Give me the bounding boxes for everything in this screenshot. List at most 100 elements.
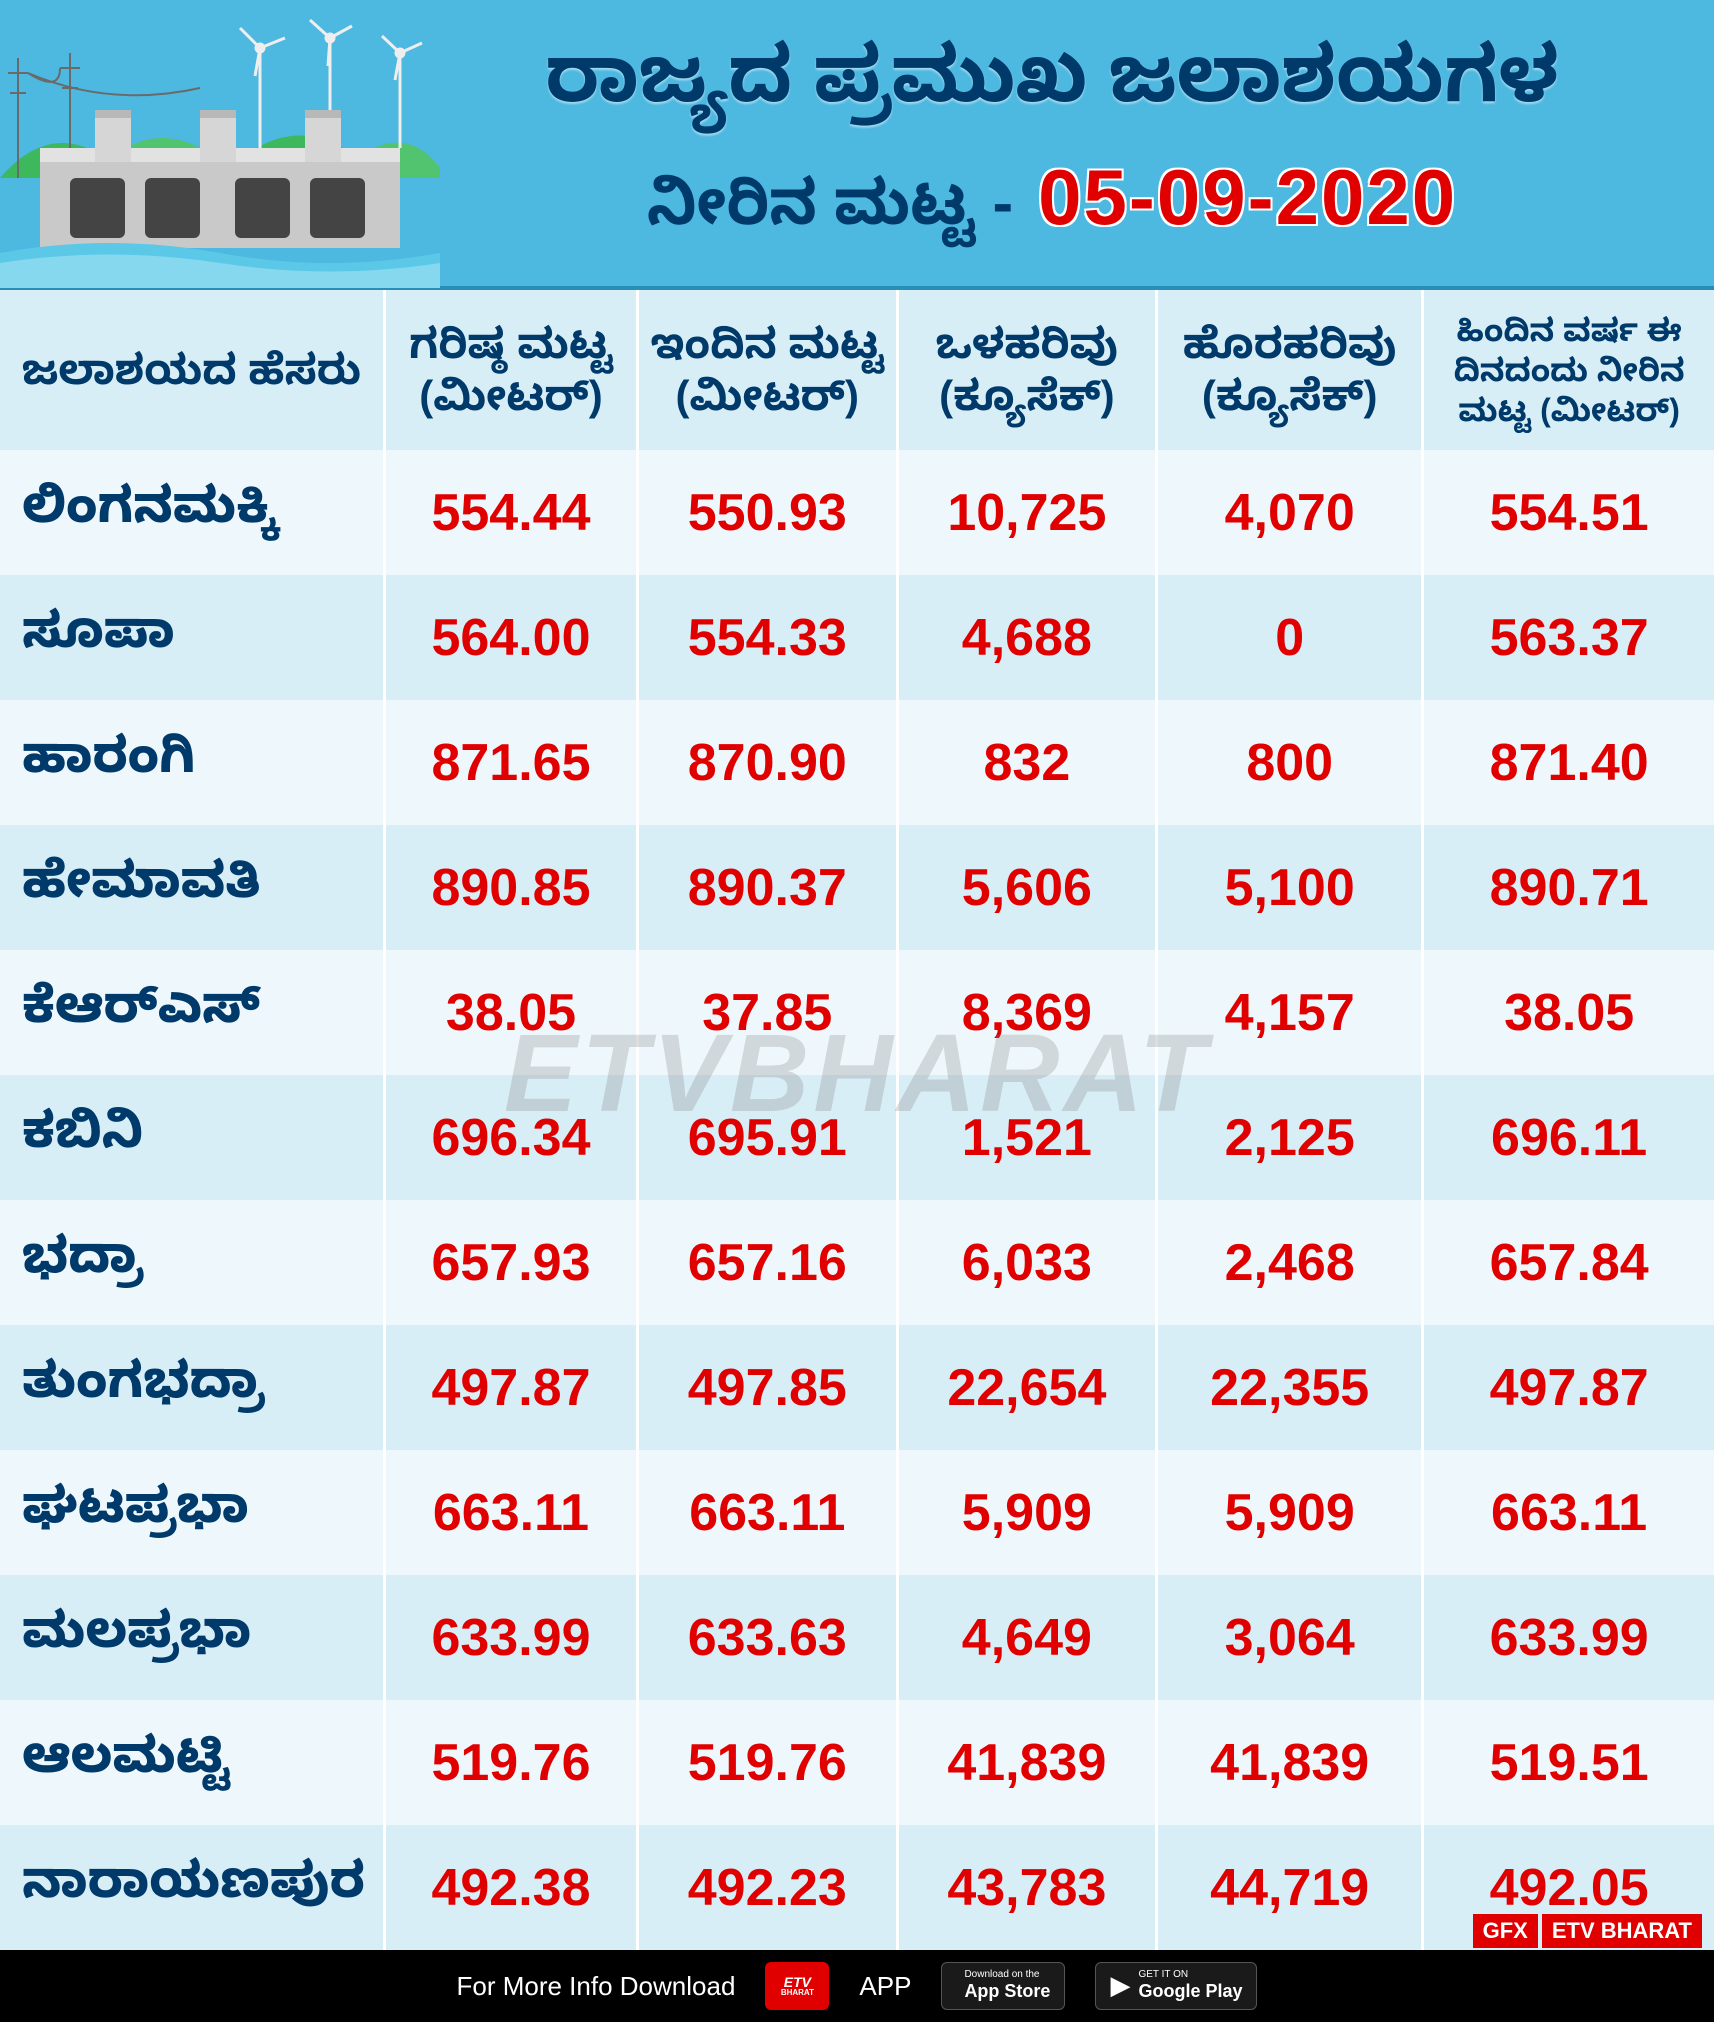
cell-name: ಆಲಮಟ್ಟಿ [0, 1700, 385, 1825]
cell-outflow: 4,157 [1157, 950, 1423, 1075]
table-row: ನಾರಾಯಣಪುರ492.38492.2343,78344,719492.05 [0, 1825, 1714, 1950]
table-header-row: ಜಲಾಶಯದ ಹೆಸರು ಗರಿಷ್ಠ ಮಟ್ಟ (ಮೀಟರ್) ಇಂದಿನ ಮ… [0, 290, 1714, 450]
col-header-outflow: ಹೊರಹರಿವು (ಕ್ಯೂಸೆಕ್) [1157, 290, 1423, 450]
cell-inflow: 832 [897, 700, 1156, 825]
cell-name: ಹೇಮಾವತಿ [0, 825, 385, 950]
col-header-lastyear: ಹಿಂದಿನ ವರ್ಷ ಈ ದಿನದಂದು ನೀರಿನ ಮಟ್ಟ (ಮೀಟರ್) [1423, 290, 1714, 450]
cell-today: 870.90 [637, 700, 897, 825]
cell-lastyear: 497.87 [1423, 1325, 1714, 1450]
cell-max: 564.00 [385, 575, 638, 700]
cell-today: 497.85 [637, 1325, 897, 1450]
cell-max: 871.65 [385, 700, 638, 825]
col-header-inflow: ಒಳಹರಿವು (ಕ್ಯೂಸೆಕ್) [897, 290, 1156, 450]
header-text-block: ರಾಜ್ಯದ ಪ್ರಮುಖ ಜಲಾಶಯಗಳ ನೀರಿನ ಮಟ್ಟ - 05-09… [440, 29, 1714, 258]
cell-inflow: 4,649 [897, 1575, 1156, 1700]
cell-lastyear: 633.99 [1423, 1575, 1714, 1700]
cell-max: 38.05 [385, 950, 638, 1075]
table-row: ಆಲಮಟ್ಟಿ519.76519.7641,83941,839519.51 [0, 1700, 1714, 1825]
appstore-top: Download on the [964, 1969, 1050, 1981]
cell-lastyear: 890.71 [1423, 825, 1714, 950]
infographic-container: ರಾಜ್ಯದ ಪ್ರಮುಖ ಜಲಾಶಯಗಳ ನೀರಿನ ಮಟ್ಟ - 05-09… [0, 0, 1714, 2022]
cell-today: 695.91 [637, 1075, 897, 1200]
dam-svg [0, 0, 440, 288]
table-body: ಲಿಂಗನಮಕ್ಕಿ554.44550.9310,7254,070554.51ಸ… [0, 450, 1714, 1950]
cell-today: 37.85 [637, 950, 897, 1075]
table-wrap: ETVBHARAT ಜಲಾಶಯದ ಹೆಸರು ಗರಿಷ್ಠ ಮಟ್ಟ (ಮೀಟರ… [0, 290, 1714, 1950]
cell-max: 663.11 [385, 1450, 638, 1575]
cell-name: ಮಲಪ್ರಭಾ [0, 1575, 385, 1700]
col-header-today: ಇಂದಿನ ಮಟ್ಟ (ಮೀಟರ್) [637, 290, 897, 450]
cell-name: ಭದ್ರಾ [0, 1200, 385, 1325]
cell-lastyear: 563.37 [1423, 575, 1714, 700]
brand-label: ETV BHARAT [1542, 1914, 1702, 1948]
cell-inflow: 41,839 [897, 1700, 1156, 1825]
cell-name: ಕೆಆರ್‌ಎಸ್ [0, 950, 385, 1075]
cell-inflow: 5,606 [897, 825, 1156, 950]
cell-outflow: 0 [1157, 575, 1423, 700]
cell-lastyear: 696.11 [1423, 1075, 1714, 1200]
table-row: ಘಟಪ್ರಭಾ663.11663.115,9095,909663.11 [0, 1450, 1714, 1575]
app-logo-bottom: BHARAT [781, 1989, 814, 1997]
cell-outflow: 5,909 [1157, 1450, 1423, 1575]
cell-max: 890.85 [385, 825, 638, 950]
cell-today: 550.93 [637, 450, 897, 575]
cell-outflow: 41,839 [1157, 1700, 1423, 1825]
cell-inflow: 4,688 [897, 575, 1156, 700]
table-row: ತುಂಗಭದ್ರಾ497.87497.8522,65422,355497.87 [0, 1325, 1714, 1450]
table-row: ಕಬಿನಿ696.34695.911,5212,125696.11 [0, 1075, 1714, 1200]
cell-today: 492.23 [637, 1825, 897, 1950]
cell-lastyear: 871.40 [1423, 700, 1714, 825]
table-row: ಸೂಪಾ564.00554.334,6880563.37 [0, 575, 1714, 700]
reservoir-table: ಜಲಾಶಯದ ಹೆಸರು ಗರಿಷ್ಠ ಮಟ್ಟ (ಮೀಟರ್) ಇಂದಿನ ಮ… [0, 290, 1714, 1950]
cell-outflow: 800 [1157, 700, 1423, 825]
cell-outflow: 2,125 [1157, 1075, 1423, 1200]
footer-app-label: APP [859, 1971, 911, 2002]
cell-max: 554.44 [385, 450, 638, 575]
cell-lastyear: 657.84 [1423, 1200, 1714, 1325]
table-row: ಮಲಪ್ರಭಾ633.99633.634,6493,064633.99 [0, 1575, 1714, 1700]
header: ರಾಜ್ಯದ ಪ್ರಮುಖ ಜಲಾಶಯಗಳ ನೀರಿನ ಮಟ್ಟ - 05-09… [0, 0, 1714, 290]
cell-outflow: 22,355 [1157, 1325, 1423, 1450]
cell-max: 497.87 [385, 1325, 638, 1450]
table-row: ಹಾರಂಗಿ871.65870.90832800871.40 [0, 700, 1714, 825]
appstore-bottom: App Store [964, 1981, 1050, 2003]
cell-today: 633.63 [637, 1575, 897, 1700]
cell-outflow: 4,070 [1157, 450, 1423, 575]
dam-illustration [0, 0, 440, 288]
cell-lastyear: 519.51 [1423, 1700, 1714, 1825]
cell-name: ಘಟಪ್ರಭಾ [0, 1450, 385, 1575]
play-bottom: Google Play [1138, 1981, 1242, 2003]
cell-inflow: 8,369 [897, 950, 1156, 1075]
cell-name: ತುಂಗಭದ್ರಾ [0, 1325, 385, 1450]
page-title: ರಾಜ್ಯದ ಪ್ರಮುಖ ಜಲಾಶಯಗಳ [440, 29, 1664, 144]
cell-inflow: 6,033 [897, 1200, 1156, 1325]
cell-name: ಲಿಂಗನಮಕ್ಕಿ [0, 450, 385, 575]
cell-lastyear: 38.05 [1423, 950, 1714, 1075]
table-row: ಕೆಆರ್‌ಎಸ್38.0537.858,3694,15738.05 [0, 950, 1714, 1075]
cell-inflow: 43,783 [897, 1825, 1156, 1950]
cell-outflow: 3,064 [1157, 1575, 1423, 1700]
cell-inflow: 10,725 [897, 450, 1156, 575]
cell-outflow: 5,100 [1157, 825, 1423, 950]
table-row: ಲಿಂಗನಮಕ್ಕಿ554.44550.9310,7254,070554.51 [0, 450, 1714, 575]
footer: GFX ETV BHARAT For More Info Download ET… [0, 1950, 1714, 2022]
cell-max: 696.34 [385, 1075, 638, 1200]
cell-name: ಹಾರಂಗಿ [0, 700, 385, 825]
appstore-badge[interactable]: Download on the App Store [941, 1962, 1065, 2010]
cell-lastyear: 663.11 [1423, 1450, 1714, 1575]
cell-name: ಸೂಪಾ [0, 575, 385, 700]
cell-today: 519.76 [637, 1700, 897, 1825]
col-header-name: ಜಲಾಶಯದ ಹೆಸರು [0, 290, 385, 450]
subtitle-label: ನೀರಿನ ಮಟ್ಟ - [647, 168, 1013, 258]
table-row: ಭದ್ರಾ657.93657.166,0332,468657.84 [0, 1200, 1714, 1325]
cell-today: 657.16 [637, 1200, 897, 1325]
cell-max: 519.76 [385, 1700, 638, 1825]
play-top: GET IT ON [1138, 1969, 1242, 1981]
cell-inflow: 22,654 [897, 1325, 1156, 1450]
cell-max: 633.99 [385, 1575, 638, 1700]
cell-name: ನಾರಾಯಣಪುರ [0, 1825, 385, 1950]
cell-inflow: 5,909 [897, 1450, 1156, 1575]
gfx-label: GFX [1473, 1914, 1538, 1948]
col-header-max: ಗರಿಷ್ಠ ಮಟ್ಟ (ಮೀಟರ್) [385, 290, 638, 450]
playstore-badge[interactable]: ▶ GET IT ON Google Play [1095, 1962, 1257, 2010]
